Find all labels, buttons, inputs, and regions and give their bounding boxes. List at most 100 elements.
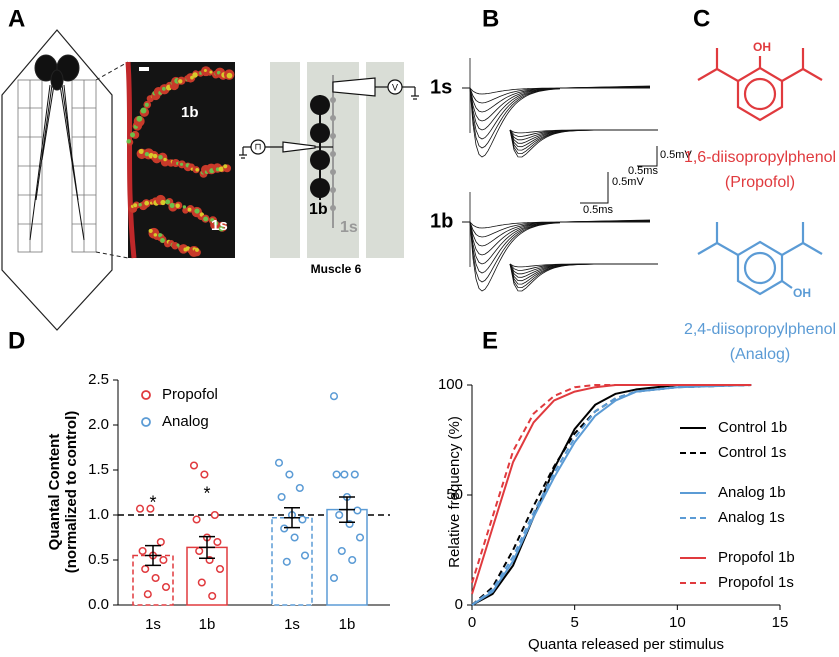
y-axis-label: (normalized to control)	[63, 411, 80, 574]
bouton-core	[209, 70, 213, 74]
micrograph-label: 1b	[181, 104, 199, 121]
data-point	[135, 504, 145, 513]
data-point	[146, 504, 155, 513]
error-bar	[199, 535, 215, 559]
bouton-core	[133, 203, 138, 208]
data-point	[274, 458, 284, 467]
data-point	[215, 564, 225, 574]
trace	[509, 129, 658, 155]
data-point	[285, 470, 294, 479]
data-point	[300, 551, 310, 560]
data-point	[156, 537, 165, 547]
muscle-diagram: ⊓ V	[239, 62, 419, 258]
bouton-core	[153, 233, 158, 237]
trace	[509, 263, 658, 282]
bouton-core	[161, 86, 166, 91]
svg-text:⊓: ⊓	[254, 141, 261, 151]
trace	[509, 263, 658, 289]
trace	[462, 87, 561, 149]
bouton	[171, 159, 180, 168]
data-point	[329, 392, 339, 401]
bouton	[171, 241, 179, 250]
trace	[509, 263, 658, 285]
y-tick-label: 0.5	[88, 551, 109, 568]
bouton-core	[175, 203, 180, 209]
trace	[462, 221, 561, 283]
bouton-core	[194, 208, 200, 214]
panel-label: B	[482, 5, 499, 32]
legend-label: Propofol 1b	[718, 549, 795, 566]
molecule-structure	[697, 222, 823, 296]
data-point	[295, 483, 304, 493]
legend-label: Propofol	[162, 386, 218, 403]
ephys-traces	[462, 58, 658, 292]
bouton-core	[152, 153, 158, 159]
data-point	[159, 555, 168, 565]
data-point	[197, 578, 206, 587]
x-tick-label: 0	[468, 614, 476, 631]
data-point	[348, 555, 357, 565]
legend-marker	[141, 417, 151, 427]
data-point	[350, 470, 359, 479]
scale-label: 0.5mV	[612, 176, 644, 188]
data-point	[277, 492, 286, 502]
bouton-core	[158, 154, 163, 160]
data-point	[335, 510, 344, 520]
data-point	[337, 546, 346, 556]
molecule-common-name: (Analog)	[730, 346, 790, 363]
trace	[509, 129, 658, 141]
bouton-core	[203, 216, 209, 222]
bouton-core	[136, 115, 143, 122]
y-axis-label: Quantal Content	[46, 434, 63, 551]
trace	[509, 129, 658, 148]
bouton-core	[195, 247, 199, 252]
bouton-core	[187, 207, 192, 212]
data-point	[213, 537, 222, 547]
y-tick-label: 100	[438, 376, 463, 393]
panel-label: E	[482, 327, 498, 354]
data-point	[353, 506, 362, 515]
y-tick-label: 50	[446, 486, 463, 503]
trace	[509, 129, 658, 137]
bouton-core	[179, 162, 184, 166]
data-point	[340, 470, 349, 479]
data-point	[151, 573, 160, 583]
legend-label: Analog	[162, 413, 209, 430]
data-point	[192, 515, 201, 524]
panel-label: C	[693, 5, 710, 32]
bar	[271, 516, 313, 606]
bouton-core	[226, 72, 233, 79]
y-tick-label: 2.5	[88, 371, 109, 388]
data-point	[161, 582, 171, 592]
y-tick-label: 0	[455, 596, 463, 613]
significance-marker: *	[149, 492, 156, 512]
error-bar	[284, 507, 300, 529]
legend-label: Control 1s	[718, 444, 786, 461]
svg-text:V: V	[392, 82, 398, 92]
data-point	[189, 461, 199, 470]
data-point	[290, 533, 299, 542]
molecule-structure	[697, 48, 823, 122]
micrograph-label: 1s	[211, 217, 228, 234]
bouton-core	[130, 132, 136, 138]
functional-group: OH	[793, 286, 811, 300]
trace	[509, 129, 658, 158]
bouton-core	[218, 166, 224, 172]
data-point	[355, 533, 365, 542]
data-point	[200, 470, 209, 479]
bar	[326, 508, 368, 606]
error-bar	[145, 544, 161, 567]
bouton-core	[138, 202, 142, 207]
legend-label: Analog 1b	[718, 484, 786, 501]
diagram-label: 1s	[340, 219, 358, 236]
bouton-core	[169, 202, 175, 208]
bouton-core	[218, 226, 224, 232]
data-point	[282, 557, 291, 566]
bouton	[193, 248, 201, 257]
y-tick-label: 1.0	[88, 506, 109, 523]
functional-group: OH	[753, 40, 771, 54]
legend-marker	[141, 390, 151, 400]
y-tick-label: 0.0	[88, 596, 109, 613]
data-point	[195, 546, 204, 556]
